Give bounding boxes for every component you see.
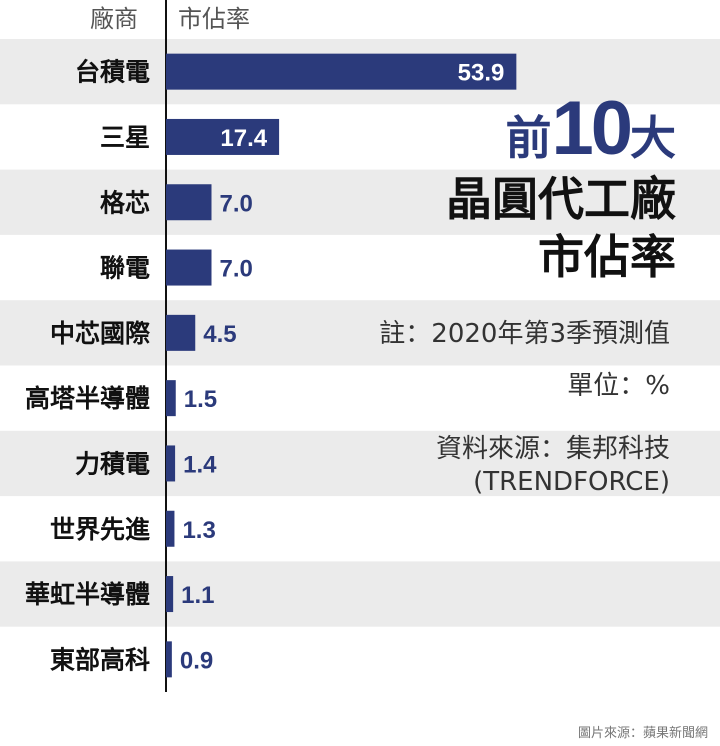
value-label: 1.3 (182, 517, 215, 544)
value-label: 4.5 (203, 321, 236, 348)
value-label: 7.0 (220, 256, 253, 283)
source-line-1: 資料來源：集邦科技 (435, 434, 670, 464)
bar (166, 184, 212, 221)
title-number: 10 (551, 86, 633, 171)
category-label: 東部高科 (50, 645, 150, 674)
category-label: 聯電 (100, 254, 150, 283)
bar (166, 380, 176, 417)
bar (166, 118, 280, 155)
value-label: 0.9 (180, 647, 213, 674)
value-label: 1.1 (181, 582, 214, 609)
bar (166, 53, 517, 90)
category-label: 高塔半導體 (25, 384, 150, 413)
bar (166, 445, 176, 482)
row-stripe (0, 169, 720, 235)
category-label: 三星 (100, 123, 150, 152)
value-labels: 53.9 17.4 7.0 7.0 4.5 1.5 1.4 1.3 1.1 0.9 (180, 60, 505, 675)
value-label: 1.4 (183, 451, 217, 478)
category-label: 力積電 (75, 449, 150, 478)
row-stripes (0, 39, 720, 627)
bar (166, 314, 196, 351)
category-column-header: 廠商 (90, 5, 138, 33)
value-column-header: 市佔率 (178, 5, 250, 33)
bar (166, 576, 174, 613)
unit-text: 單位：% (567, 371, 670, 401)
title-prefix: 前 (505, 111, 552, 165)
row-stripe (0, 430, 720, 497)
title-line-2: 晶圓代工廠 (446, 172, 676, 226)
value-label: 7.0 (220, 190, 253, 217)
chart-title: 前10大 晶圓代工廠 市佔率 (446, 88, 676, 286)
category-label: 華虹半導體 (25, 580, 150, 609)
value-label: 53.9 (458, 60, 505, 87)
category-label: 格芯 (100, 188, 150, 217)
bar (166, 249, 212, 286)
note-text: 註：2020年第3季預測值 (379, 319, 670, 349)
row-stripe (0, 300, 720, 366)
category-label: 世界先進 (50, 515, 150, 544)
bar (166, 641, 172, 678)
bar (166, 510, 175, 547)
row-stripe (0, 561, 720, 627)
title-suffix: 大 (630, 111, 676, 165)
image-credit: 圖片來源：蘋果新聞網 (577, 726, 708, 741)
value-label: 1.5 (184, 386, 217, 413)
source-line-2: (TRENDFORCE) (473, 467, 670, 497)
value-label: 17.4 (220, 125, 267, 152)
title-line-1: 前10大 (446, 88, 676, 170)
title-line-3: 市佔率 (538, 230, 676, 284)
category-label: 中芯國際 (50, 319, 150, 348)
source-text: 資料來源：集邦科技 (TRENDFORCE) (436, 433, 670, 499)
bars (166, 53, 517, 678)
category-label: 台積電 (75, 58, 150, 87)
